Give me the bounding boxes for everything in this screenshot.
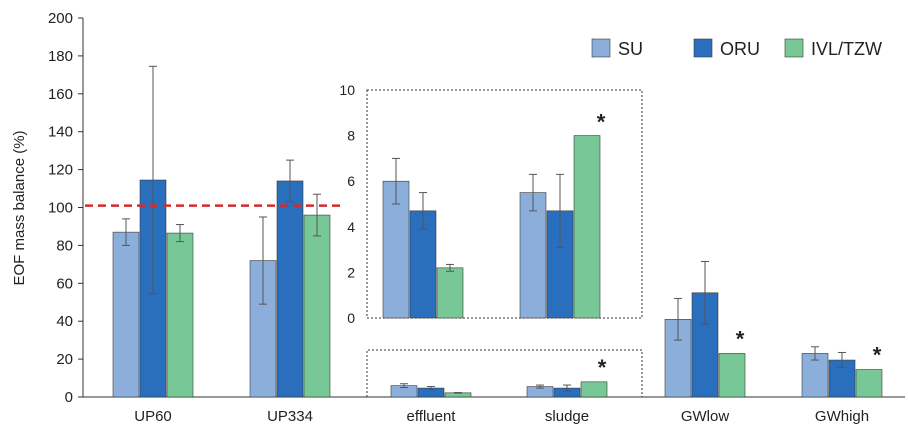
legend-swatch-oru — [693, 38, 713, 58]
inset-border — [366, 89, 643, 319]
category-label-up60: UP60 — [134, 408, 172, 425]
inset-y-tick-label: 4 — [347, 219, 355, 235]
significance-star-sludge: * — [598, 355, 607, 380]
y-tick-label: 60 — [56, 275, 73, 292]
significance-markers: * * * — [598, 326, 882, 379]
bar-up334-oru — [276, 180, 304, 398]
y-tick-label: 100 — [48, 200, 73, 217]
bar-gwhigh-ivl-tzw — [855, 369, 883, 398]
y-tick-label: 80 — [56, 237, 73, 254]
legend-swatch-su — [591, 38, 611, 58]
bar-gwhigh-su — [801, 353, 829, 398]
y-tick-label: 180 — [48, 48, 73, 65]
y-tick-label: 40 — [56, 313, 73, 330]
legend-label-ivl-tzw: IVL/TZW — [811, 39, 882, 59]
inset-bar-sludge-ivl-tzw — [573, 135, 601, 319]
y-tick-label: 20 — [56, 351, 73, 368]
y-tick-label: 140 — [48, 124, 73, 141]
category-label-sludge: sludge — [545, 408, 589, 425]
inset-frame: 0 2 4 6 8 10 — [339, 82, 643, 397]
inset-y-tick-label: 2 — [347, 264, 355, 280]
bar-up60-ivl-tzw — [166, 232, 194, 398]
y-axis-label: EOF mass balance (%) — [11, 130, 28, 285]
legend-label-oru: ORU — [720, 39, 760, 59]
y-tick-label: 200 — [48, 10, 73, 27]
y-tick-label: 160 — [48, 86, 73, 103]
legend-swatch-ivl-tzw — [784, 38, 804, 58]
y-tick-label: 0 — [65, 389, 73, 406]
category-label-up334: UP334 — [267, 408, 313, 425]
bar-gwlow-ivl-tzw — [718, 353, 746, 398]
significance-star-gwlow: * — [736, 326, 745, 351]
main-bars — [112, 65, 883, 398]
category-labels: UP60 UP334 effluent sludge GWlow GWhigh — [134, 408, 869, 425]
inset-y-tick-label: 10 — [339, 82, 355, 98]
category-label-gwlow: GWlow — [681, 408, 730, 425]
significance-star-gwhigh: * — [873, 343, 882, 368]
bar-up334-ivl-tzw — [303, 214, 331, 398]
inset-bars: * — [382, 110, 606, 319]
legend: SU ORU IVL/TZW — [591, 38, 882, 59]
legend-label-su: SU — [618, 39, 643, 59]
category-label-gwhigh: GWhigh — [815, 408, 869, 425]
inset-significance-star: * — [597, 110, 606, 135]
zoom-region-box — [366, 349, 643, 397]
inset-bar-sludge-su — [519, 192, 547, 319]
y-tick-label: 120 — [48, 162, 73, 179]
inset-bar-effluent-ivl-tzw — [436, 267, 464, 319]
bar-up60-su — [112, 231, 140, 398]
inset-y-tick-label: 0 — [347, 310, 355, 326]
inset-y-tick-label: 6 — [347, 173, 355, 189]
category-label-effluent: effluent — [407, 408, 457, 425]
bar-sludge-ivl-tzw — [580, 381, 608, 398]
inset-y-tick-label: 8 — [347, 128, 355, 144]
